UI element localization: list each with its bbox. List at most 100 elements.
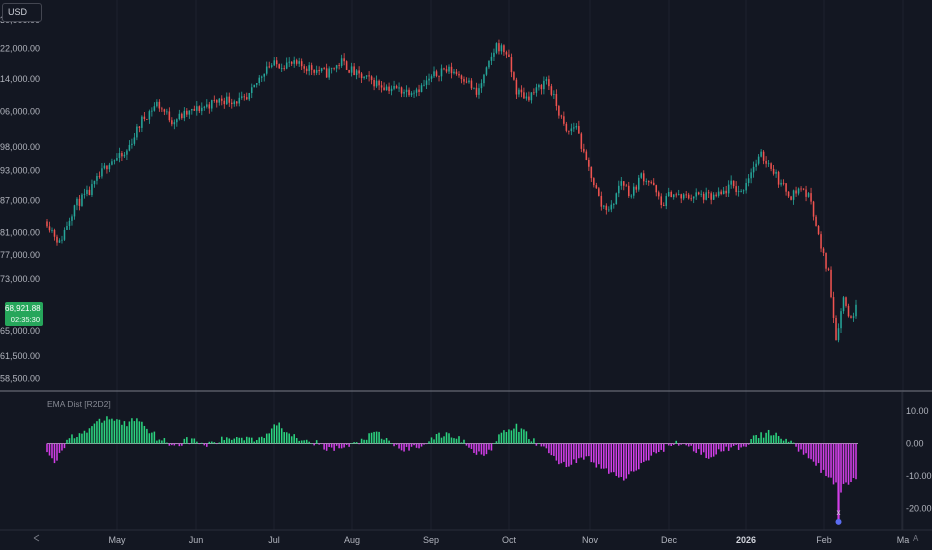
candle — [138, 125, 141, 133]
candle-body — [398, 87, 400, 89]
histogram-bar — [285, 432, 288, 444]
candle-body — [403, 91, 405, 94]
candle-body — [525, 96, 528, 99]
candle — [53, 228, 56, 241]
candle — [655, 184, 658, 197]
candle — [113, 159, 116, 165]
candle-body — [428, 78, 430, 81]
candle-body — [176, 119, 178, 123]
histogram-bar — [800, 443, 802, 450]
indicator-title[interactable]: EMA Dist [R2D2] — [47, 399, 111, 409]
histogram-bar — [226, 437, 228, 444]
candle-body — [645, 181, 648, 182]
histogram-bar — [782, 440, 785, 444]
candle-body — [238, 97, 241, 104]
candle — [211, 99, 213, 112]
histogram-bar — [268, 433, 270, 444]
candle — [68, 217, 71, 230]
candle — [216, 99, 218, 108]
candle-body — [538, 84, 540, 88]
candle-body — [171, 120, 173, 125]
candle-body — [166, 111, 168, 113]
histogram-bar — [528, 439, 530, 444]
candle — [777, 170, 780, 188]
histogram-bar — [665, 443, 668, 445]
histogram-bar — [308, 441, 310, 444]
candle-body — [705, 192, 707, 200]
histogram-bar — [560, 443, 563, 464]
candle — [270, 63, 273, 69]
goto-date-icon[interactable] — [33, 534, 41, 544]
candle — [568, 130, 570, 135]
auto-scale-button[interactable]: A — [913, 534, 919, 543]
candle — [493, 48, 495, 61]
histogram-bar — [463, 439, 465, 444]
candle-body — [93, 180, 96, 185]
histogram-bar — [498, 434, 500, 444]
histogram-bar — [657, 443, 660, 452]
candle — [375, 75, 378, 88]
histogram-bar — [313, 443, 315, 446]
candle-body — [360, 73, 363, 79]
candle — [565, 121, 568, 133]
histogram-bar — [91, 426, 93, 444]
histogram-bar — [563, 443, 565, 462]
histogram-bar — [540, 443, 543, 447]
price-tick-label: 65,000.00 — [0, 326, 40, 336]
candle-body — [583, 148, 585, 152]
indicator-axis[interactable]: 10.00 0.00 -10.00 -20.00 — [906, 406, 932, 514]
histogram-bar — [590, 443, 593, 463]
candle — [258, 74, 261, 86]
histogram-bar — [178, 443, 181, 447]
price-tick-label: 93,000.00 — [0, 165, 40, 175]
histogram-bar — [338, 443, 340, 449]
candle — [63, 227, 66, 242]
histogram-bar — [765, 432, 767, 444]
candle — [285, 57, 288, 70]
price-axis[interactable]: 130,000.00122,000.00114,000.00106,000.00… — [0, 15, 40, 383]
candle-body — [782, 182, 785, 184]
candle — [523, 87, 525, 99]
histogram-bar — [318, 443, 320, 445]
candle — [208, 101, 211, 114]
candle-body — [747, 178, 750, 183]
candle — [253, 84, 256, 88]
histogram-bar — [143, 425, 146, 444]
histogram-bar — [263, 438, 266, 444]
candle — [56, 234, 58, 246]
candle — [468, 77, 470, 84]
candle-body — [131, 143, 133, 145]
candle-body — [280, 67, 283, 69]
histogram-bar — [523, 429, 525, 444]
candle — [695, 188, 697, 200]
candle — [645, 178, 648, 185]
histogram-bar — [201, 442, 203, 444]
candle-body — [553, 94, 555, 95]
candle — [735, 181, 737, 196]
histogram-bar — [243, 440, 246, 444]
candle-body — [560, 115, 563, 117]
price-tick-label: 81,000.00 — [0, 227, 40, 237]
candle — [245, 92, 248, 101]
currency-button[interactable]: USD — [2, 3, 42, 22]
candle-body — [710, 193, 712, 200]
candle — [842, 296, 845, 314]
candle-body — [216, 100, 218, 103]
histogram-bar — [495, 441, 498, 444]
histogram-bar — [410, 443, 413, 447]
candle — [757, 154, 760, 166]
candle — [533, 88, 535, 96]
candle-body — [850, 316, 852, 318]
candle-body — [687, 194, 690, 199]
candle-body — [385, 86, 388, 91]
candle-body — [785, 183, 787, 192]
candle — [480, 79, 483, 93]
candle-body — [518, 89, 520, 95]
candle-body — [775, 171, 777, 174]
price-tick-label: 106,000.00 — [0, 107, 40, 117]
candle — [650, 180, 653, 185]
time-axis[interactable]: May Jun Jul Aug Sep Oct Nov Dec 2026 Feb Ma — [108, 535, 909, 545]
candle-body — [390, 88, 393, 92]
candle — [76, 197, 78, 211]
